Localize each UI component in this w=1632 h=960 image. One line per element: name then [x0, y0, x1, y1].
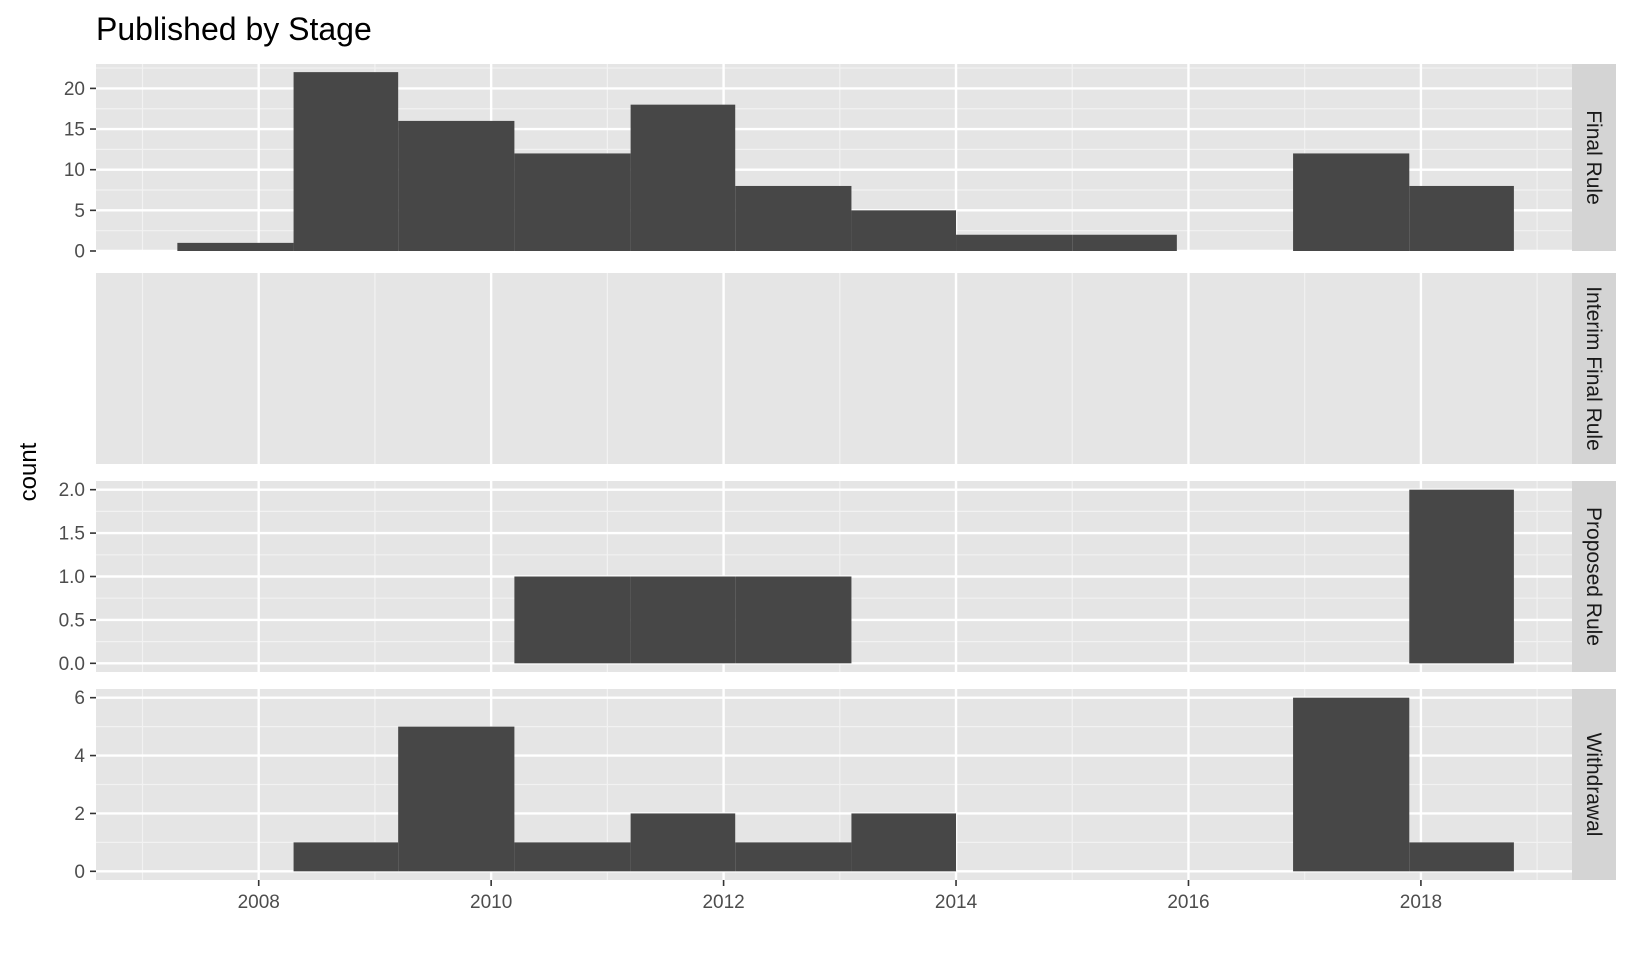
- y-tick-label: 2: [74, 804, 85, 825]
- y-tick-label: 0.5: [59, 610, 85, 631]
- facet-strip: [1572, 481, 1616, 672]
- histogram-bar: [293, 842, 399, 872]
- y-tick-label: 1.0: [59, 567, 85, 588]
- x-tick-label: 2008: [238, 892, 280, 913]
- facet-strip: [1572, 689, 1616, 880]
- y-tick-label: 4: [74, 746, 85, 767]
- chart-title: Published by Stage: [96, 11, 372, 47]
- facet-strip: [1572, 273, 1616, 464]
- histogram-bar: [630, 813, 736, 872]
- facet-panel: 0 5 10 15 20 Final Rule: [64, 64, 1616, 263]
- histogram-bar: [1293, 153, 1410, 251]
- histogram-bar: [1409, 185, 1514, 251]
- histogram-bar: [514, 576, 631, 664]
- histogram-bar: [398, 120, 515, 251]
- x-tick-label: 2012: [702, 892, 744, 913]
- x-axis: 2008 2010 2012 2014 2016 2018: [238, 880, 1442, 913]
- y-tick-label: 1.5: [59, 524, 85, 545]
- histogram-bar: [956, 234, 1073, 251]
- panel-background: [96, 273, 1572, 464]
- x-tick-label: 2018: [1400, 892, 1442, 913]
- histogram-bar: [1409, 842, 1514, 872]
- histogram-bar: [177, 242, 294, 251]
- y-tick-label: 5: [74, 201, 85, 222]
- histogram-bar: [630, 576, 736, 664]
- facet-strip: [1572, 64, 1616, 251]
- x-tick-label: 2016: [1167, 892, 1209, 913]
- y-tick-label: 6: [74, 688, 85, 709]
- y-tick-label: 20: [64, 79, 85, 100]
- x-tick-label: 2014: [935, 892, 978, 913]
- y-tick-label: 0: [74, 242, 85, 263]
- y-axis-title: count: [15, 442, 42, 501]
- y-tick-label: 2.0: [59, 480, 85, 501]
- histogram-bar: [851, 210, 957, 251]
- y-tick-label: 0.0: [59, 654, 85, 675]
- histogram-bar: [735, 185, 852, 251]
- facet-panel: 0.0 0.5 1.0 1.5 2.0 Proposed Rule: [59, 480, 1616, 675]
- histogram-bar: [630, 104, 736, 251]
- facet-strip-label: Proposed Rule: [1582, 507, 1605, 646]
- histogram-bar: [735, 576, 852, 664]
- histogram-bar: [1409, 489, 1514, 664]
- facet-strip-label: Final Rule: [1582, 110, 1605, 205]
- histogram-bar: [293, 72, 399, 251]
- facet-panel: 0 2 4 6 Withdrawal: [74, 688, 1616, 883]
- histogram-bar: [514, 842, 631, 872]
- y-tick-label: 10: [64, 160, 85, 181]
- y-tick-label: 15: [64, 120, 85, 141]
- histogram-bar: [851, 813, 957, 872]
- histogram-bar: [1072, 234, 1177, 251]
- facet-panel: Interim Final Rule: [96, 273, 1616, 464]
- y-tick-label: 0: [74, 862, 85, 883]
- histogram-bar: [1293, 697, 1410, 872]
- facet-strip-label: Withdrawal: [1582, 733, 1605, 837]
- histogram-bar: [735, 842, 852, 872]
- histogram-bar: [398, 726, 515, 872]
- histogram-bar: [514, 153, 631, 251]
- x-tick-label: 2010: [470, 892, 512, 913]
- facet-strip-label: Interim Final Rule: [1582, 286, 1605, 451]
